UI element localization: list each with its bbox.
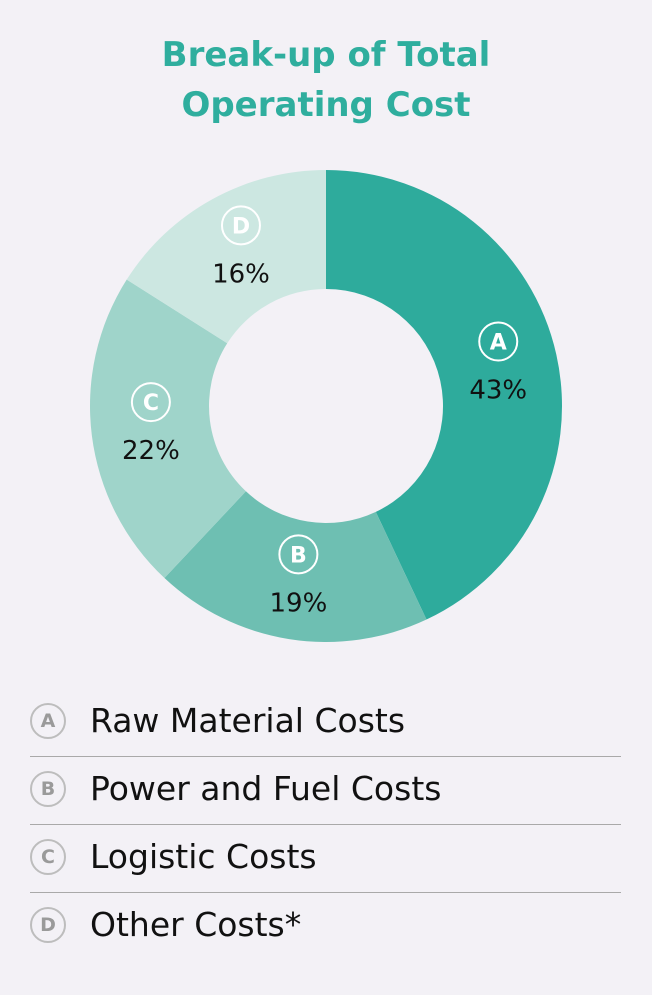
slice-letter-c: C xyxy=(143,391,159,416)
legend-item-d: D Other Costs* xyxy=(30,893,621,961)
donut-chart: A 43% B 19% C 22% D 16% xyxy=(90,170,562,642)
legend-item-a: A Raw Material Costs xyxy=(30,689,621,757)
legend-label-d: Other Costs* xyxy=(90,905,302,944)
legend-badge-c: C xyxy=(30,839,66,875)
legend-label-a: Raw Material Costs xyxy=(90,701,406,740)
slice-badge-d xyxy=(220,205,261,246)
legend-badge-a: A xyxy=(30,703,66,739)
legend-label-c: Logistic Costs xyxy=(90,837,317,876)
chart-title-line-1: Break-up of Total xyxy=(161,35,491,75)
slice-badge-b xyxy=(278,534,319,575)
slice-value-a: 43% xyxy=(469,375,527,405)
slice-c xyxy=(90,279,246,579)
chart-title-line-2: Operating Cost xyxy=(181,85,471,125)
slice-letter-d: D xyxy=(232,214,250,239)
slice-badge-c xyxy=(130,382,171,423)
chart-title: Break-up of Total Operating Cost xyxy=(0,30,652,130)
slice-value-d: 16% xyxy=(212,259,270,289)
legend-item-b: B Power and Fuel Costs xyxy=(30,757,621,825)
slice-badge-a xyxy=(478,321,519,362)
legend-badge-b: B xyxy=(30,771,66,807)
slice-letter-b: B xyxy=(290,543,307,568)
legend-label-b: Power and Fuel Costs xyxy=(90,769,442,808)
legend-item-c: C Logistic Costs xyxy=(30,825,621,893)
slice-d xyxy=(126,170,326,344)
slice-letter-a: A xyxy=(490,330,507,355)
slice-value-c: 22% xyxy=(122,436,180,466)
chart-legend: A Raw Material Costs B Power and Fuel Co… xyxy=(30,689,621,961)
legend-badge-d: D xyxy=(30,907,66,943)
slice-b xyxy=(164,491,427,642)
slice-a xyxy=(326,170,562,620)
slice-value-b: 19% xyxy=(269,588,327,618)
